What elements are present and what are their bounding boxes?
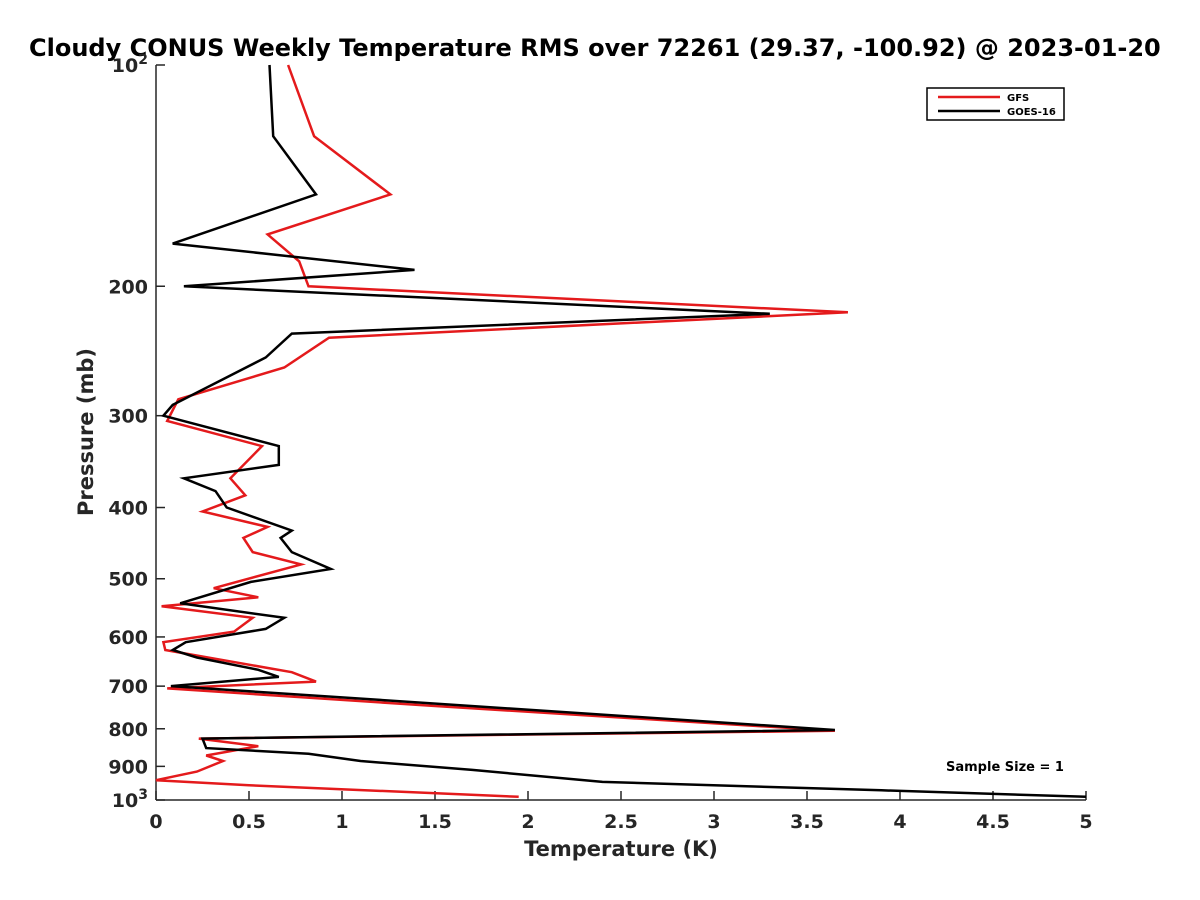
x-tick-label: 3.5 [790,811,824,833]
y-tick-label: 103 [112,787,148,812]
series-line-gfs [155,64,848,799]
legend-label-goes-16: GOES-16 [1007,107,1056,118]
y-tick-label: 102 [112,52,148,77]
x-tick-label: 0.5 [232,811,266,833]
chart-title: Cloudy CONUS Weekly Temperature RMS over… [29,34,1161,62]
x-axis-title: Temperature (K) [524,837,718,861]
y-tick-label: 400 [108,498,148,520]
y-tick-label: 300 [108,406,148,428]
plot-area [156,65,1086,800]
x-tick-label: 4.5 [976,811,1010,833]
x-tick-label: 3 [707,811,720,833]
x-tick-label: 5 [1079,811,1092,833]
y-tick-label: 600 [108,627,148,649]
y-tick-label: 900 [108,756,148,778]
x-axis-ticks: 0 0.5 1 1.5 2 2.5 3 3.5 4 4.5 5 [149,791,1093,833]
y-axis-ticks: 102 200 300 400 500 600 700 800 900 103 [108,52,165,812]
x-tick-label: 2.5 [604,811,638,833]
x-tick-label: 0 [149,811,162,833]
y-tick-label: 800 [108,719,148,741]
y-axis-title: Pressure (mb) [74,348,98,516]
legend: GFS GOES-16 [926,87,1065,121]
y-tick-label: 200 [108,276,148,298]
series-lines [155,64,1087,799]
sample-size-annotation: Sample Size = 1 [946,760,1064,775]
y-tick-label: 700 [108,676,148,698]
x-tick-label: 2 [521,811,534,833]
x-tick-label: 1.5 [418,811,452,833]
x-tick-label: 4 [893,811,906,833]
series-line-goes-16 [161,64,1087,799]
y-tick-label: 500 [108,569,148,591]
x-tick-label: 1 [335,811,348,833]
legend-label-gfs: GFS [1007,93,1029,104]
legend-box [926,87,1065,121]
